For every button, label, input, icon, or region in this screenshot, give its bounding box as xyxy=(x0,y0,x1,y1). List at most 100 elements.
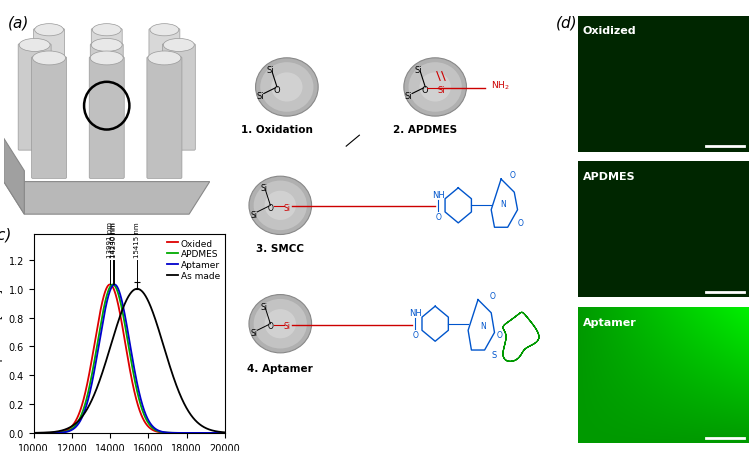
Ellipse shape xyxy=(264,191,296,221)
Text: Aptamer: Aptamer xyxy=(583,317,637,327)
Ellipse shape xyxy=(249,177,312,235)
Text: O: O xyxy=(490,291,496,300)
Text: O: O xyxy=(413,331,419,340)
As made xyxy=(220,430,229,435)
Text: Si: Si xyxy=(283,322,291,331)
APDMES xyxy=(109,282,118,288)
APDMES xyxy=(216,430,225,436)
Text: O: O xyxy=(422,85,428,94)
Text: N: N xyxy=(480,322,486,331)
FancyBboxPatch shape xyxy=(147,58,182,179)
Y-axis label: Amplitude [a.u.]: Amplitude [a.u.] xyxy=(0,288,3,379)
Ellipse shape xyxy=(148,52,181,66)
Aptamer xyxy=(110,282,119,288)
Text: (a): (a) xyxy=(7,15,29,31)
Text: Si: Si xyxy=(261,302,267,311)
FancyBboxPatch shape xyxy=(91,30,122,129)
APDMES xyxy=(51,430,60,436)
FancyBboxPatch shape xyxy=(34,30,64,129)
Text: 13991 nm: 13991 nm xyxy=(107,221,113,258)
Text: (c): (c) xyxy=(0,226,12,242)
APDMES xyxy=(62,428,71,434)
As made xyxy=(62,426,71,432)
Oxided xyxy=(106,282,115,288)
Ellipse shape xyxy=(91,52,124,66)
Ellipse shape xyxy=(92,25,121,37)
Ellipse shape xyxy=(404,59,467,117)
Oxided xyxy=(216,430,225,436)
Text: O: O xyxy=(273,85,280,94)
Text: 4. Aptamer: 4. Aptamer xyxy=(247,364,313,373)
FancyBboxPatch shape xyxy=(31,58,67,179)
Line: Oxided: Oxided xyxy=(34,285,225,433)
Text: O: O xyxy=(497,331,503,340)
Text: S: S xyxy=(492,350,497,359)
Oxided xyxy=(196,430,205,436)
Text: (d): (d) xyxy=(557,16,577,31)
Oxided xyxy=(51,430,60,435)
Text: Si: Si xyxy=(250,210,258,219)
Oxided xyxy=(62,428,71,433)
Ellipse shape xyxy=(91,39,122,52)
Aptamer xyxy=(51,430,60,436)
Text: O: O xyxy=(267,322,273,331)
FancyBboxPatch shape xyxy=(163,45,195,151)
APDMES xyxy=(220,430,229,436)
Text: 14140 nm: 14140 nm xyxy=(110,222,116,258)
Legend: Oxided, APDMES, Aptamer, As made: Oxided, APDMES, Aptamer, As made xyxy=(166,237,222,282)
Ellipse shape xyxy=(408,63,462,112)
Text: 2. APDMES: 2. APDMES xyxy=(393,125,458,135)
Text: NH: NH xyxy=(409,308,422,318)
Oxided xyxy=(29,430,38,436)
Line: As made: As made xyxy=(34,289,225,433)
Text: N: N xyxy=(500,199,506,208)
Oxided xyxy=(220,430,229,436)
FancyBboxPatch shape xyxy=(149,30,180,129)
Ellipse shape xyxy=(254,299,307,349)
Text: Oxidized: Oxidized xyxy=(583,27,637,37)
Oxided xyxy=(111,291,120,296)
Text: Si: Si xyxy=(415,66,422,75)
As made xyxy=(111,328,120,334)
Text: Si: Si xyxy=(257,92,264,101)
Text: NH$_2$: NH$_2$ xyxy=(491,79,510,92)
Ellipse shape xyxy=(34,25,64,37)
Ellipse shape xyxy=(150,25,179,37)
Ellipse shape xyxy=(254,181,307,230)
Polygon shape xyxy=(4,182,210,215)
As made xyxy=(133,286,142,292)
Text: Si: Si xyxy=(250,328,258,337)
As made xyxy=(216,429,225,435)
APDMES xyxy=(196,430,205,436)
Ellipse shape xyxy=(419,73,451,102)
As made xyxy=(196,422,205,428)
Text: Si: Si xyxy=(261,184,267,193)
Ellipse shape xyxy=(264,309,296,339)
Text: APDMES: APDMES xyxy=(583,172,635,182)
Ellipse shape xyxy=(163,39,194,52)
Ellipse shape xyxy=(33,52,66,66)
APDMES xyxy=(103,293,112,298)
Text: 15415 nm: 15415 nm xyxy=(134,222,140,258)
FancyBboxPatch shape xyxy=(89,58,124,179)
Aptamer xyxy=(196,430,205,436)
Oxided xyxy=(103,285,112,290)
Aptamer xyxy=(103,299,112,304)
As made xyxy=(51,429,60,434)
Ellipse shape xyxy=(19,39,50,52)
Text: Si: Si xyxy=(283,203,291,212)
Aptamer xyxy=(29,430,38,436)
Polygon shape xyxy=(4,139,25,215)
FancyBboxPatch shape xyxy=(91,45,124,151)
Ellipse shape xyxy=(260,63,314,112)
Text: 3. SMCC: 3. SMCC xyxy=(256,243,304,253)
APDMES xyxy=(111,284,120,290)
Text: 14230 nm: 14230 nm xyxy=(112,222,118,258)
Text: Si: Si xyxy=(438,85,446,94)
Aptamer xyxy=(216,430,225,436)
Line: Aptamer: Aptamer xyxy=(34,285,225,433)
Aptamer xyxy=(62,429,71,434)
Text: O: O xyxy=(509,171,515,180)
APDMES xyxy=(29,430,38,436)
Ellipse shape xyxy=(255,59,318,117)
